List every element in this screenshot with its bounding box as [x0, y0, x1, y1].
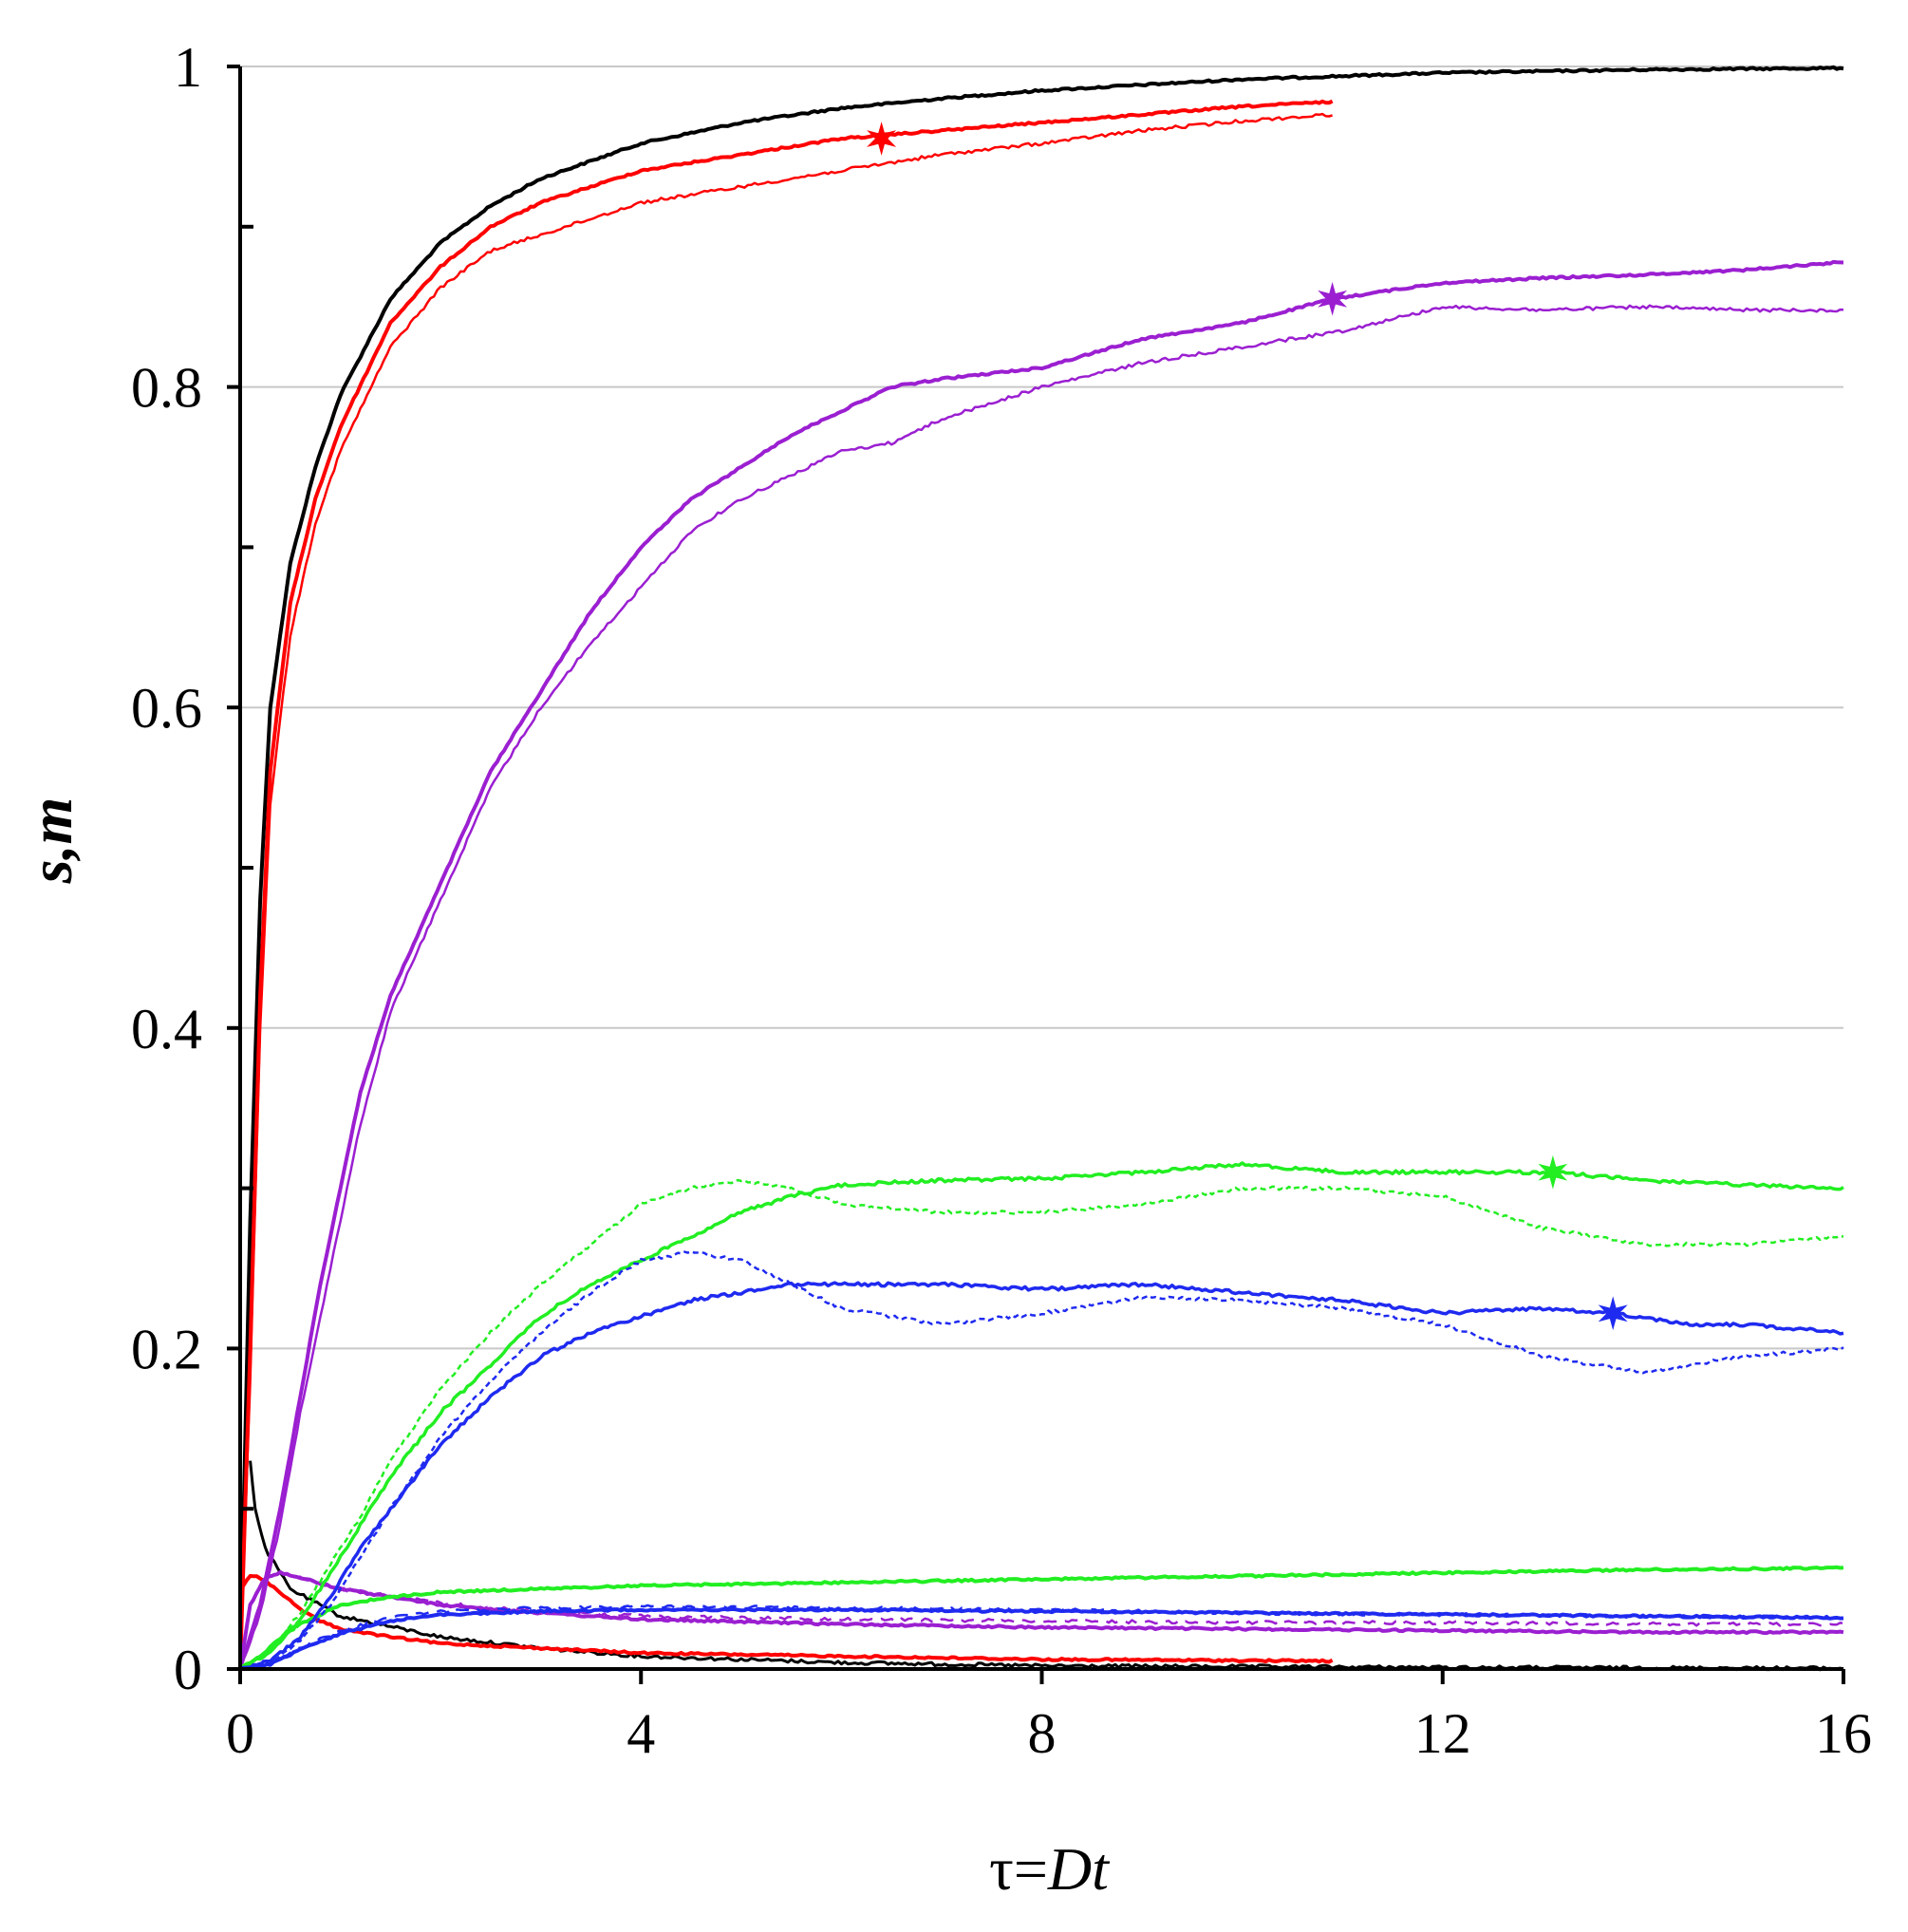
series-marker-9	[1538, 1154, 1568, 1190]
grid-layer	[240, 66, 1843, 1350]
x-axis-title-prefix: τ=	[989, 1835, 1048, 1903]
x-tick-label-1: 4	[627, 1702, 655, 1765]
series-line-8	[238, 1570, 1844, 1670]
series-layer	[238, 65, 1844, 1672]
series-line-2	[238, 99, 1334, 1670]
x-tick-label-3: 12	[1414, 1702, 1471, 1765]
series-line-11	[238, 1565, 1844, 1671]
series-line-6	[238, 304, 1844, 1670]
series-line-1	[249, 1460, 1844, 1672]
series-line-10	[239, 1178, 1844, 1670]
series-marker-2	[867, 122, 897, 156]
series-line-13	[239, 1250, 1844, 1671]
series-line-9	[238, 1161, 1844, 1671]
ticks-layer: 0 4 8 12 16 0 0.2 0.4 0.6 0.8 1	[131, 36, 1872, 1765]
y-tick-label-0: 0	[174, 1639, 202, 1701]
series-line-14	[239, 1606, 1844, 1671]
y-tick-label-3: 0.6	[131, 677, 202, 740]
y-tick-label-1: 0.2	[131, 1318, 202, 1380]
x-tick-label-0: 0	[226, 1702, 254, 1765]
series-line-0	[238, 65, 1844, 1670]
x-tick-label-2: 8	[1028, 1702, 1057, 1765]
series-marker-5	[1318, 281, 1348, 316]
y-tick-label-2: 0.4	[131, 998, 202, 1060]
x-tick-label-4: 16	[1815, 1702, 1872, 1765]
series-line-7	[238, 1569, 1844, 1670]
x-axis-title-italic: Dt	[1047, 1835, 1111, 1903]
series-line-15	[239, 1604, 1843, 1671]
series-line-12	[239, 1281, 1844, 1671]
series-line-4	[238, 1574, 1334, 1664]
series-line-5	[238, 259, 1844, 1670]
y-tick-label-5: 1	[174, 36, 202, 99]
y-axis-title: s,m	[17, 797, 84, 885]
series-line-3	[238, 112, 1333, 1670]
series-marker-12	[1598, 1296, 1628, 1331]
axes-layer	[238, 66, 1843, 1671]
y-tick-label-4: 0.8	[131, 357, 202, 420]
x-axis-title: τ=Dt	[989, 1835, 1111, 1903]
